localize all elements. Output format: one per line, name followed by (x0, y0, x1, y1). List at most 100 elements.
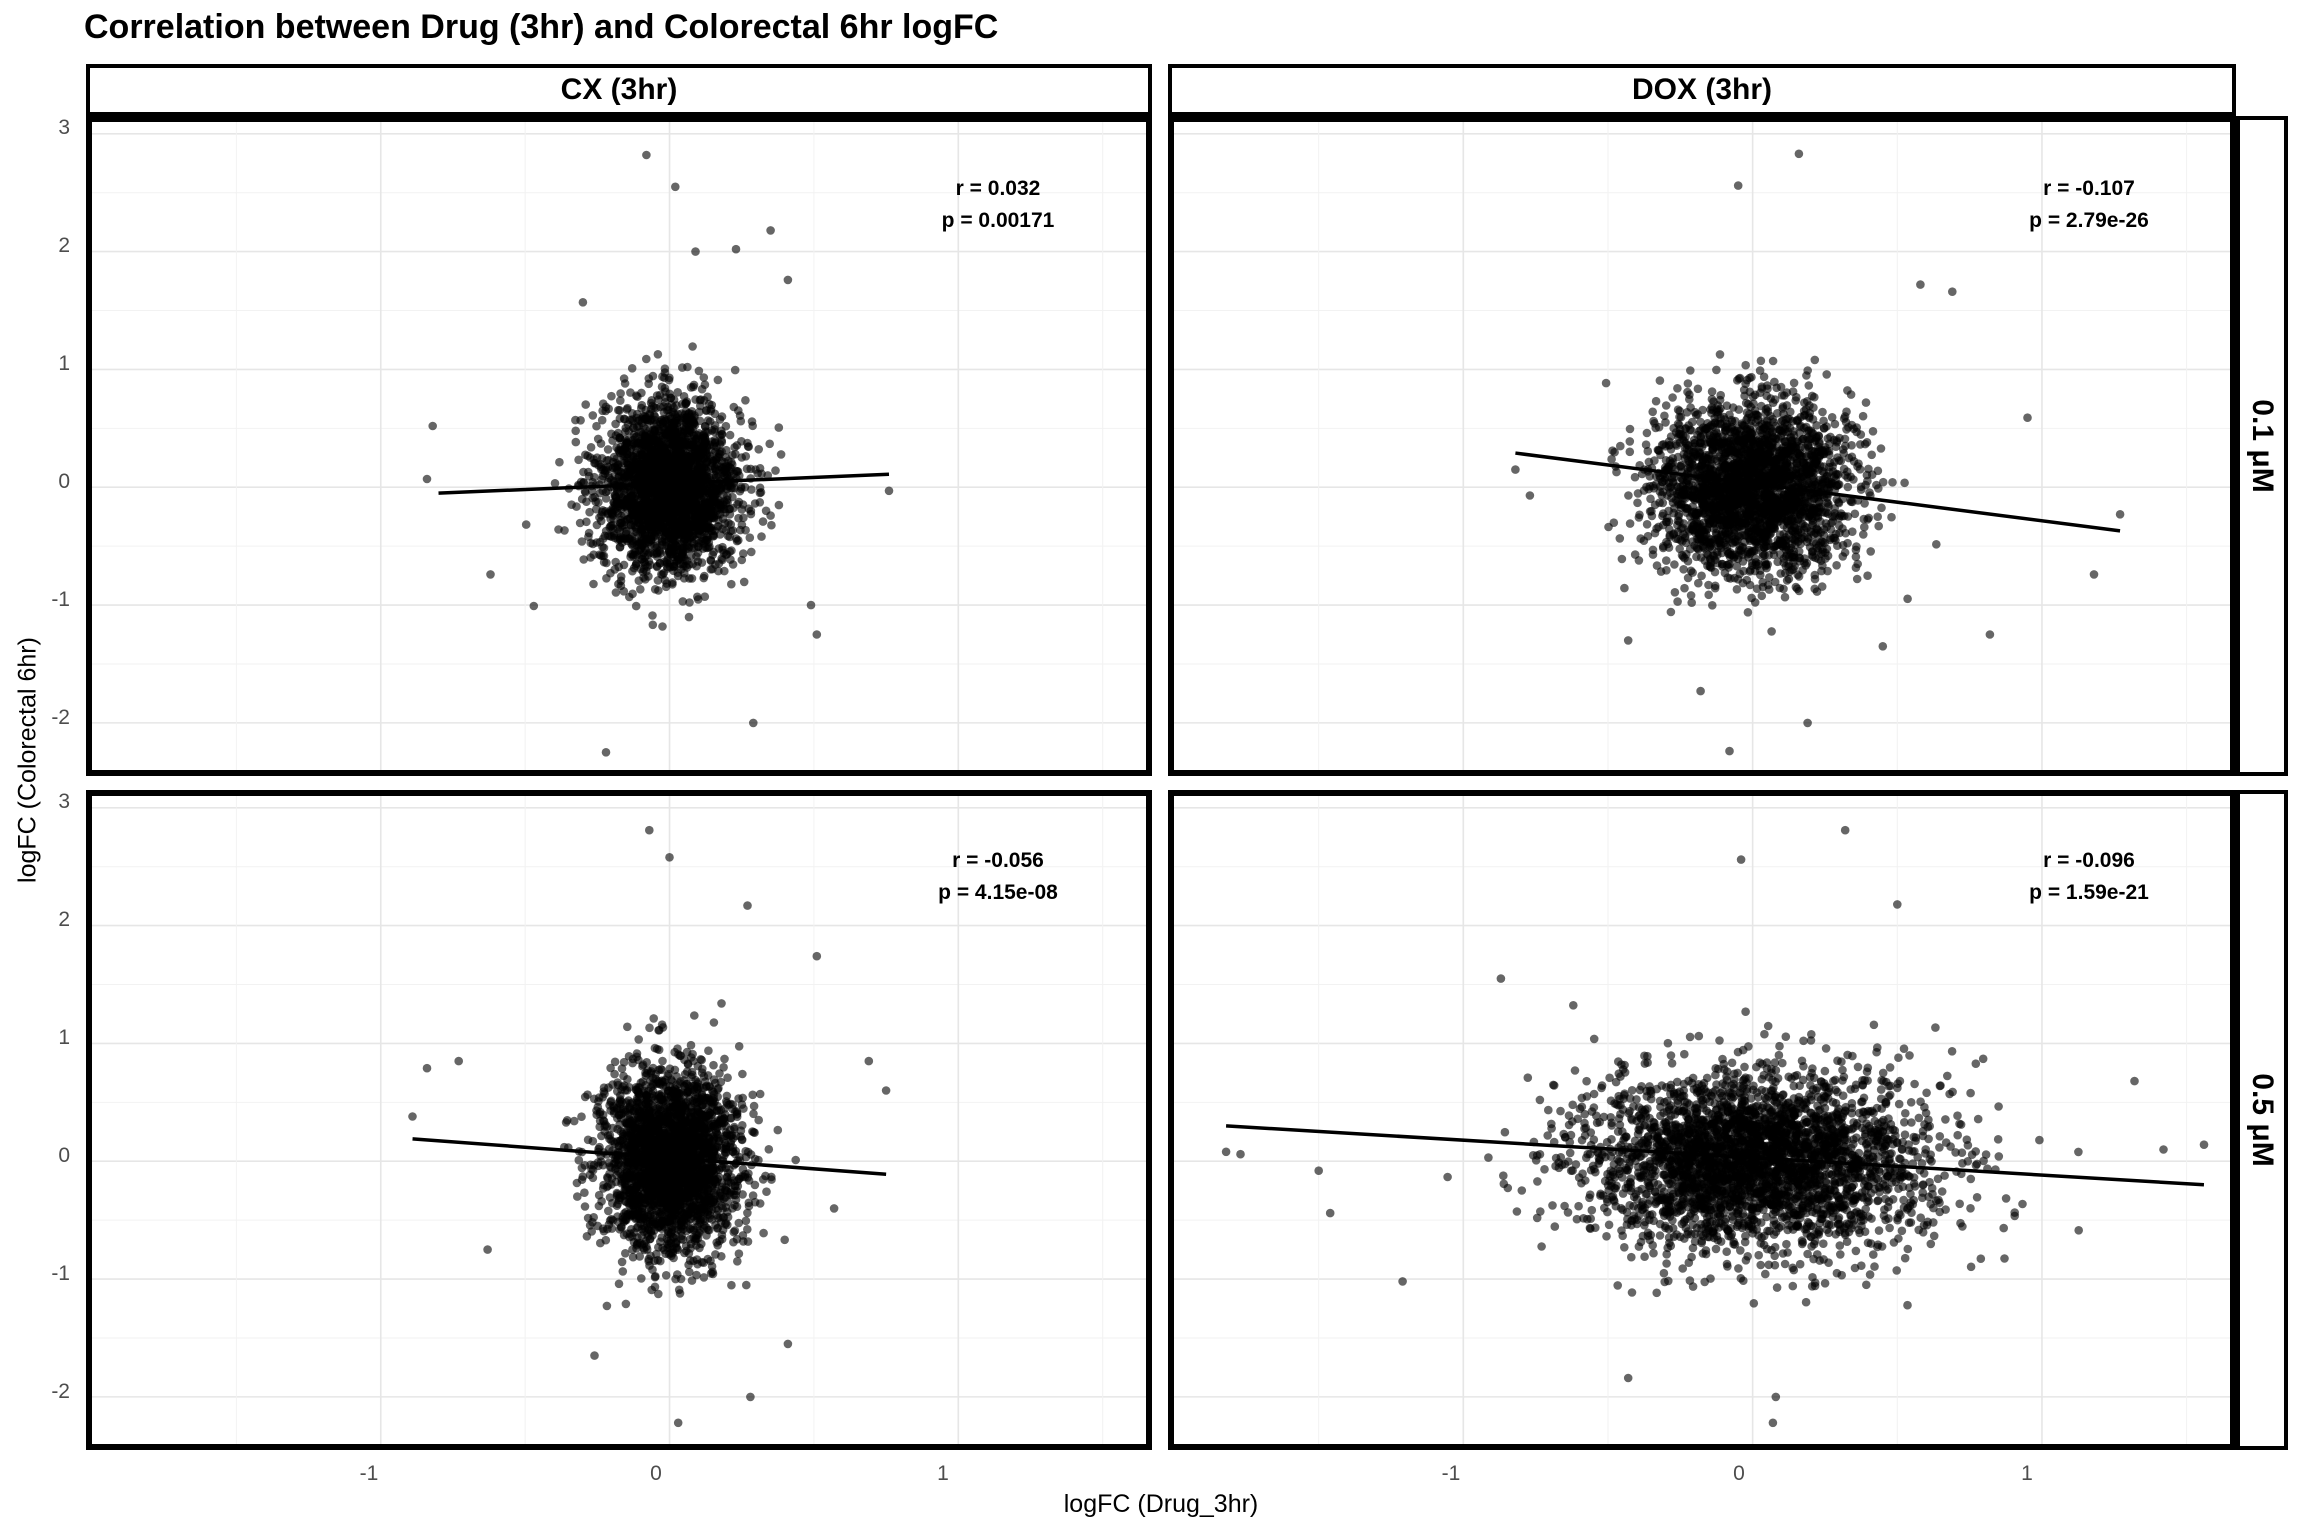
data-point (1846, 390, 1856, 399)
data-point (1648, 550, 1658, 559)
data-point (634, 576, 644, 585)
data-point (622, 405, 632, 414)
data-point (1822, 370, 1831, 379)
data-point (1685, 390, 1694, 400)
data-point (585, 507, 594, 517)
data-point (1838, 445, 1848, 454)
data-point (645, 503, 654, 513)
data-point (1666, 607, 1676, 617)
data-point (1728, 403, 1738, 412)
data-point (699, 373, 709, 382)
data-point (1796, 539, 1805, 549)
data-point (1769, 550, 1779, 559)
data-point (678, 495, 687, 504)
data-point (1758, 549, 1768, 559)
data-points (1511, 149, 2125, 756)
data-point (1660, 411, 1669, 421)
data-point (1803, 366, 1812, 375)
data-point (618, 474, 627, 483)
data-point (1752, 584, 1762, 593)
data-point (1675, 544, 1684, 554)
data-point (660, 383, 670, 393)
data-point (595, 488, 605, 498)
data-point (1818, 547, 1827, 557)
data-point (642, 150, 651, 160)
data-point (713, 375, 723, 385)
data-point (1607, 454, 1616, 464)
data-point (1832, 437, 1842, 447)
data-point (624, 501, 634, 510)
data-point (670, 444, 679, 454)
data-point (699, 454, 708, 463)
data-point (627, 532, 637, 541)
data-point (615, 406, 624, 415)
data-point (687, 574, 697, 583)
data-point (1642, 428, 1652, 438)
data-point (1642, 482, 1651, 492)
data-point (742, 464, 752, 474)
data-point (1693, 384, 1703, 394)
data-point (747, 547, 756, 557)
data-point (616, 572, 626, 581)
data-point (700, 422, 710, 431)
data-point (812, 630, 822, 639)
data-point (1662, 566, 1671, 575)
data-point (1630, 472, 1640, 482)
data-point (615, 535, 625, 544)
data-point (1643, 446, 1653, 456)
data-point (689, 380, 699, 390)
data-point (1620, 583, 1629, 593)
data-point (1860, 522, 1869, 532)
data-point (603, 445, 613, 454)
data-point (1852, 574, 1862, 584)
data-point (1741, 360, 1750, 370)
data-point (607, 521, 616, 530)
data-point (618, 449, 627, 458)
data-point (1639, 536, 1649, 545)
data-point (1688, 481, 1697, 490)
data-point (615, 542, 625, 552)
data-point (1784, 574, 1794, 584)
data-point (644, 379, 653, 389)
data-point (1642, 520, 1652, 529)
data-point (700, 439, 709, 449)
data-point (684, 544, 693, 553)
data-point (1743, 608, 1753, 617)
data-point (581, 400, 590, 409)
data-point (1670, 588, 1680, 597)
data-point (1633, 489, 1643, 498)
data-point (1849, 475, 1858, 484)
data-point (1625, 424, 1635, 434)
data-point (678, 597, 688, 606)
data-point (687, 407, 697, 416)
data-point (1686, 426, 1696, 435)
data-point (1755, 366, 1765, 375)
data-point (606, 532, 615, 541)
data-point (1667, 473, 1677, 483)
data-point (639, 564, 649, 574)
data-point (654, 457, 664, 467)
data-point (631, 548, 640, 557)
data-point (600, 469, 609, 478)
data-point (592, 538, 601, 547)
data-point (1750, 598, 1760, 607)
panel-dox-0-1: r = -0.107 p = 2.79e-26 (1168, 116, 2236, 776)
data-point (1759, 372, 1769, 382)
data-point (766, 226, 775, 235)
data-point (680, 463, 689, 473)
data-point (648, 401, 657, 411)
data-point (1650, 500, 1660, 510)
data-point (598, 399, 608, 409)
data-point (700, 592, 710, 601)
data-point (422, 474, 432, 484)
data-point (1688, 568, 1697, 577)
data-point (632, 503, 641, 513)
data-point (734, 406, 743, 415)
data-point (734, 497, 744, 507)
data-point (428, 421, 438, 431)
data-point (645, 534, 654, 543)
data-point (667, 420, 677, 430)
data-point (758, 517, 768, 526)
data-point (599, 543, 609, 553)
data-point (1662, 556, 1671, 565)
